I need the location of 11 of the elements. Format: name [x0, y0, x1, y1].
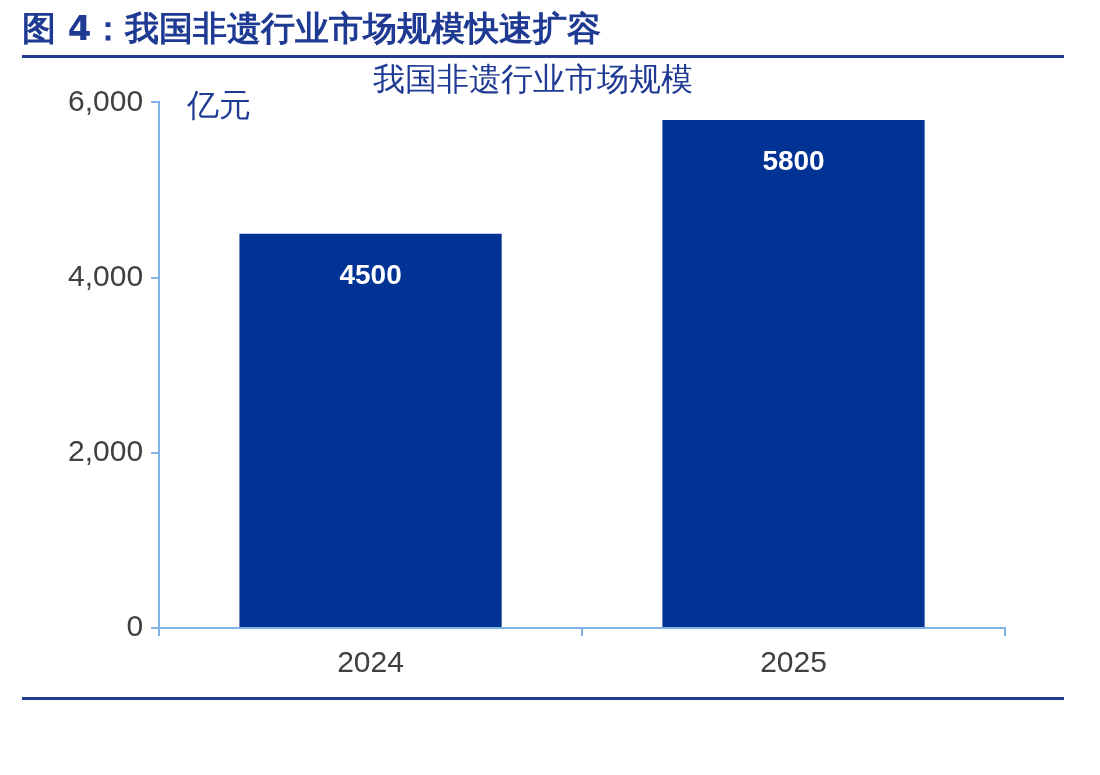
y-tick-label: 6,000 — [68, 83, 144, 117]
y-tick-label: 2,000 — [68, 434, 144, 468]
y-tick-label: 4,000 — [68, 258, 144, 292]
chart-subtitle: 我国非遗行业市场规模 — [372, 59, 693, 98]
data-label: 5800 — [762, 144, 825, 176]
x-tick-label: 2025 — [760, 645, 827, 679]
x-tick-label: 2024 — [337, 645, 404, 679]
chart-title: 图 4：我国非遗行业市场规模快速扩容 — [22, 7, 602, 50]
data-label: 4500 — [339, 258, 402, 290]
y-axis-title: 亿元 — [186, 85, 252, 124]
y-tick-label: 0 — [126, 609, 144, 643]
